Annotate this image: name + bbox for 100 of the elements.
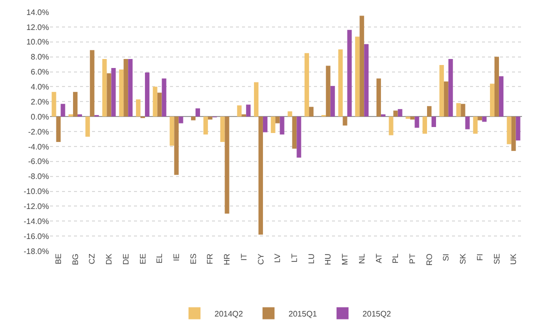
bar xyxy=(170,116,174,146)
bar xyxy=(237,105,242,117)
bar xyxy=(191,116,196,120)
bar xyxy=(296,116,302,158)
bar xyxy=(254,82,258,117)
x-tick-label: ES xyxy=(188,254,198,264)
legend-label: 2015Q1 xyxy=(288,309,318,318)
bar xyxy=(60,104,66,117)
x-tick-label: UK xyxy=(509,252,518,265)
bar xyxy=(448,59,453,117)
bar xyxy=(473,116,478,134)
x-tick-label: SK xyxy=(458,252,468,264)
bar xyxy=(422,116,428,134)
y-tick-label: -14.0% xyxy=(24,216,49,226)
x-tick-label: HR xyxy=(222,253,232,266)
x-tick-label: DK xyxy=(104,252,114,265)
x-tick-label: SE xyxy=(492,254,502,264)
y-tick-label: 6.0% xyxy=(30,68,49,77)
bar xyxy=(326,66,330,117)
y-tick-label: -12.0% xyxy=(24,202,49,211)
bar xyxy=(52,92,56,117)
bar xyxy=(90,50,94,117)
x-tick-label: BG xyxy=(70,254,80,266)
y-tick-label: -8.0% xyxy=(28,172,49,182)
bar xyxy=(242,114,246,117)
bar xyxy=(288,111,292,117)
x-tick-label: PT xyxy=(408,254,418,264)
y-tick-label: 12.0% xyxy=(26,22,49,32)
bar xyxy=(309,106,314,117)
y-tick-label: -10.0% xyxy=(24,187,49,196)
bar xyxy=(73,92,78,117)
x-tick-label: NL xyxy=(357,253,366,264)
bar xyxy=(388,116,394,136)
bar xyxy=(196,108,200,117)
bar xyxy=(128,59,133,117)
x-tick-label: DE xyxy=(121,254,130,265)
y-tick-label: -6.0% xyxy=(28,157,49,166)
bar xyxy=(482,116,487,122)
bar xyxy=(144,72,150,117)
bar xyxy=(304,53,310,117)
x-tick-label: LV xyxy=(273,252,282,263)
x-tick-label: FI xyxy=(475,254,484,261)
y-tick-label: 10.0% xyxy=(26,38,49,47)
y-tick-label: 0.0% xyxy=(30,112,49,122)
y-tick-label: 14.0% xyxy=(26,8,49,17)
bar xyxy=(124,59,128,117)
bar xyxy=(478,116,482,120)
x-tick-label: HU xyxy=(324,253,333,266)
x-tick-label: AT xyxy=(374,254,384,264)
bar xyxy=(398,109,402,117)
x-tick-label: FR xyxy=(206,253,215,264)
x-tick-label: RO xyxy=(424,254,434,266)
bar xyxy=(364,44,369,117)
y-tick-label: 8.0% xyxy=(30,52,49,62)
bar xyxy=(355,36,360,117)
legend-label: 2015Q2 xyxy=(362,309,392,318)
bar xyxy=(203,116,208,134)
bar xyxy=(342,116,348,126)
x-tick-label: LT xyxy=(290,253,300,262)
x-tick-label: EE xyxy=(138,254,148,264)
bar xyxy=(456,103,461,117)
bar xyxy=(85,116,90,137)
y-tick-label: -18.0% xyxy=(24,246,49,256)
bar xyxy=(439,65,444,117)
x-tick-label: BE xyxy=(54,254,64,264)
y-tick-label: -4.0% xyxy=(28,142,49,152)
bar xyxy=(162,78,166,117)
bar xyxy=(106,73,112,117)
bar xyxy=(262,116,268,132)
bar xyxy=(494,56,499,117)
x-tick-label: EL xyxy=(155,253,164,264)
bar xyxy=(56,116,61,142)
bar xyxy=(516,116,520,140)
bar xyxy=(511,116,516,151)
bar xyxy=(376,78,381,117)
y-tick-label: -16.0% xyxy=(24,232,49,241)
bar xyxy=(258,116,263,235)
x-tick-label: CZ xyxy=(88,253,97,264)
bar xyxy=(280,116,284,134)
x-tick-label: MT xyxy=(340,254,350,266)
y-tick-label: -2.0% xyxy=(28,127,49,136)
bar xyxy=(360,16,364,117)
bar xyxy=(275,116,280,124)
bar xyxy=(68,114,74,117)
bar xyxy=(414,116,420,128)
bar xyxy=(152,86,158,117)
bar xyxy=(157,92,162,117)
bar xyxy=(432,116,436,128)
bar xyxy=(220,116,225,142)
x-tick-label: SI xyxy=(442,254,451,262)
bar xyxy=(208,116,212,120)
bar xyxy=(119,70,124,117)
bar xyxy=(498,76,504,117)
bar xyxy=(270,116,276,133)
bar xyxy=(174,116,179,175)
bar xyxy=(506,116,512,144)
legend-label: 2014Q2 xyxy=(214,309,244,318)
x-tick-label: CY xyxy=(256,252,266,265)
bar xyxy=(490,84,494,117)
bar xyxy=(246,104,251,117)
